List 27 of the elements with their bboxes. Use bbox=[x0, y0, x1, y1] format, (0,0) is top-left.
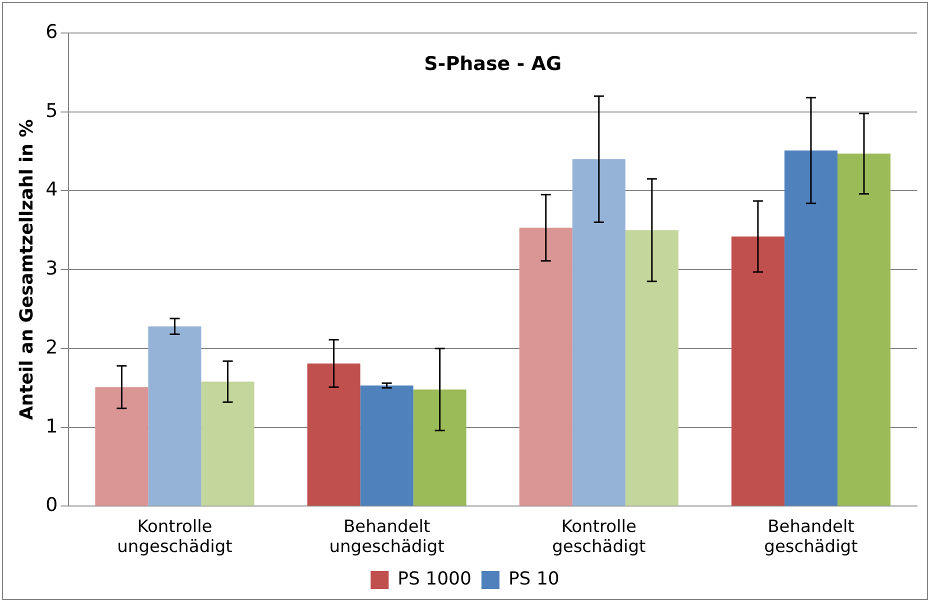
bar bbox=[307, 363, 360, 506]
legend-label: PS 1000 bbox=[398, 568, 472, 590]
y-tick-label: 1 bbox=[46, 415, 58, 438]
bar bbox=[625, 230, 678, 506]
bar bbox=[95, 387, 148, 506]
bar bbox=[731, 236, 784, 506]
y-tick-label: 0 bbox=[46, 494, 58, 516]
bar bbox=[148, 326, 202, 506]
x-tick-label: Behandelt geschädigt bbox=[764, 516, 858, 558]
x-tick-label: Kontrolle geschädigt bbox=[552, 516, 646, 558]
bar bbox=[837, 154, 890, 506]
bar bbox=[784, 150, 838, 506]
bar bbox=[201, 382, 254, 506]
y-tick-label: 2 bbox=[46, 336, 58, 358]
y-tick-label: 6 bbox=[46, 20, 58, 43]
bar bbox=[572, 159, 626, 506]
x-tick-label: Behandelt ungeschädigt bbox=[329, 516, 445, 558]
y-tick-label: 5 bbox=[46, 100, 58, 122]
bar bbox=[519, 228, 572, 506]
x-tick-label: Kontrolle ungeschädigt bbox=[117, 516, 233, 558]
legend-label: PS 10 bbox=[508, 568, 560, 590]
y-tick-label: 3 bbox=[46, 258, 58, 280]
bar bbox=[360, 386, 414, 506]
text: S-Phase - AG bbox=[424, 52, 562, 75]
y-tick-label: 4 bbox=[46, 178, 58, 201]
bar bbox=[413, 389, 466, 506]
y-axis-title: Anteil an Gesamtzellzahl in % bbox=[16, 119, 38, 420]
